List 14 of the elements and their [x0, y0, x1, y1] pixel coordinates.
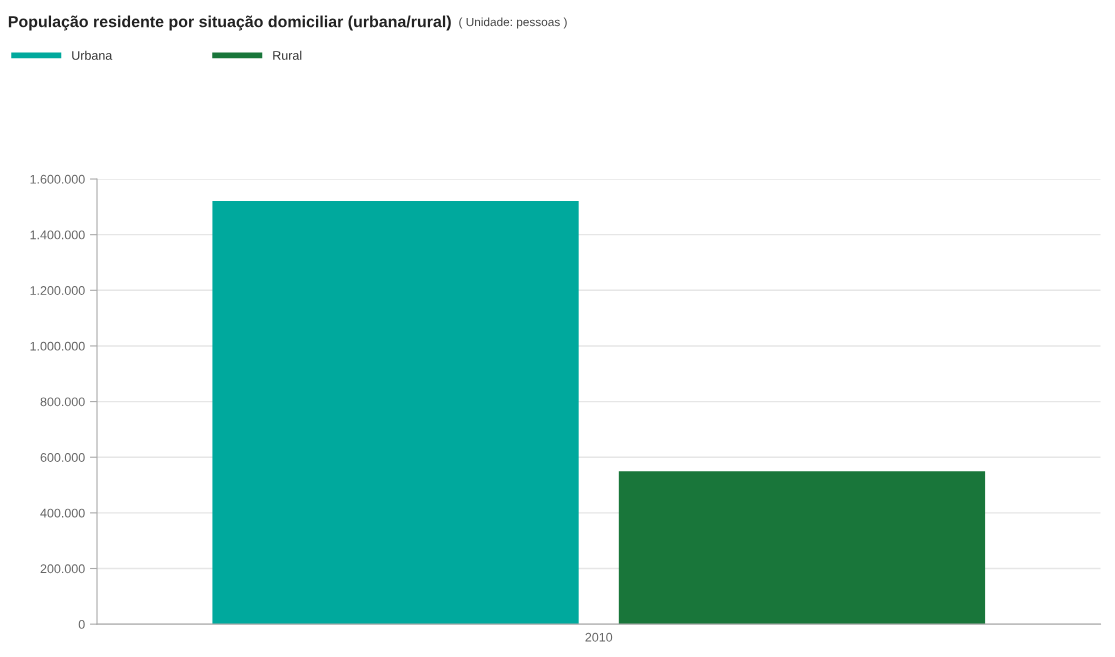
y-tick-label: 1.600.000: [30, 174, 85, 184]
chart-title: População residente por situação domiciliar (urbana/rural): [8, 15, 451, 31]
legend-label: Urbana: [72, 50, 113, 60]
y-tick-label: 0: [78, 619, 85, 629]
legend-label: Rural: [273, 50, 302, 60]
y-tick-label: 600.000: [40, 453, 85, 462]
y-tick-label: 1.400.000: [30, 230, 85, 240]
y-tick-label: 800.000: [40, 397, 85, 407]
chart-subtitle: ( Unidade: pessoas ): [459, 17, 567, 29]
y-tick-label: 1.000.000: [30, 341, 85, 351]
y-tick-label: 400.000: [40, 508, 85, 518]
x-tick-label: 2010: [585, 632, 613, 642]
y-tick-label: 1.200.000: [30, 286, 85, 295]
y-tick-label: 200.000: [40, 564, 85, 574]
